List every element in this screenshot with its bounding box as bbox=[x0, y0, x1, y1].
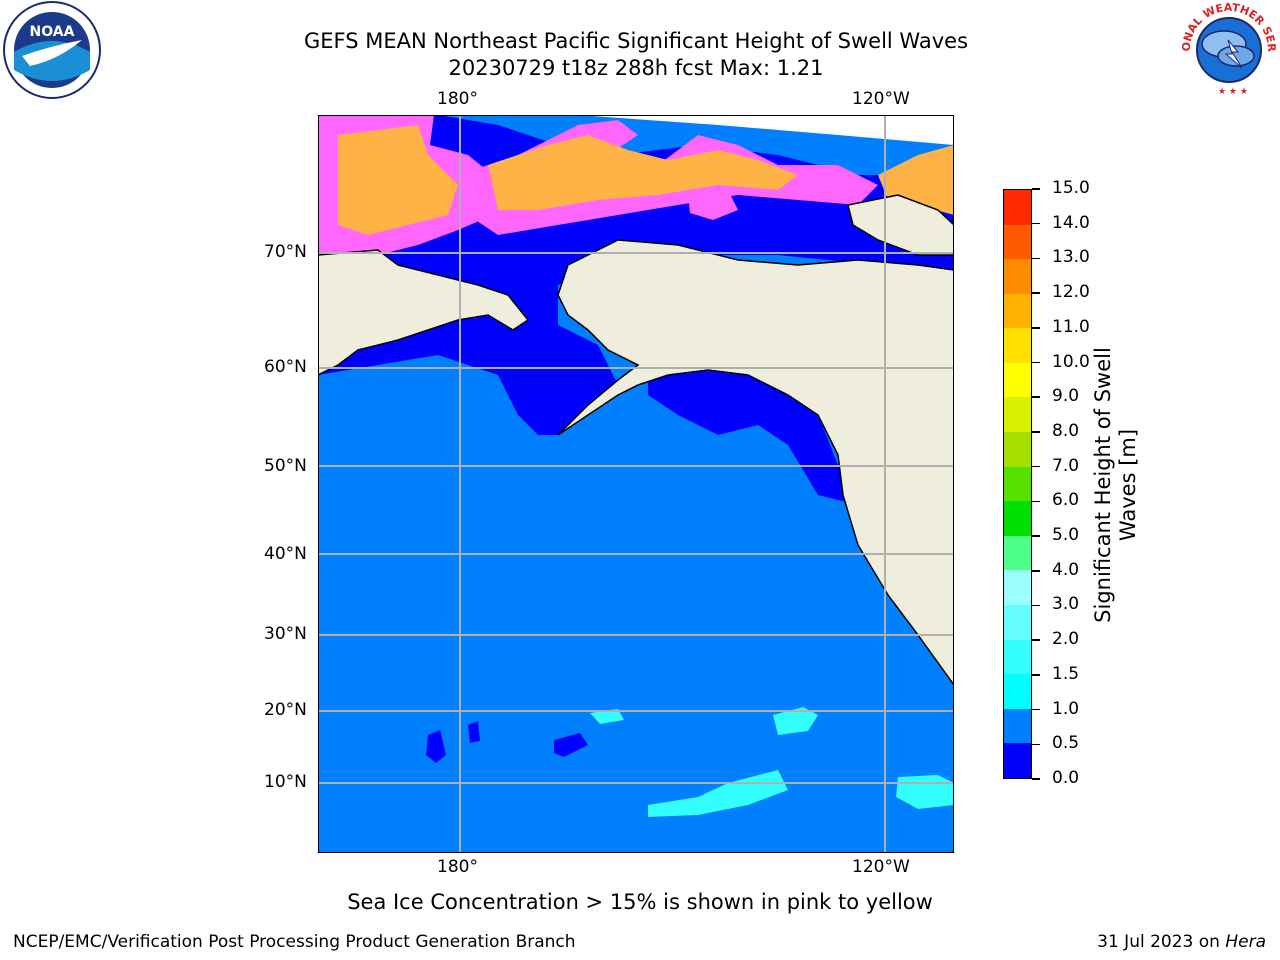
colorbar-tick-label: 11.0 bbox=[1052, 316, 1090, 337]
lat-label-20n: 20°N bbox=[264, 700, 307, 720]
colorbar-label-line-1: Significant Height of Swell bbox=[1091, 347, 1115, 623]
lat-label-70n: 70°N bbox=[264, 242, 307, 262]
colorbar-tick-mark bbox=[1032, 465, 1040, 468]
colorbar-label-line-2: Waves [m] bbox=[1116, 428, 1140, 542]
colorbar-tick-label: 1.5 bbox=[1052, 663, 1080, 684]
colorbar-tick-mark bbox=[1032, 778, 1040, 780]
colorbar-tick-mark bbox=[1032, 361, 1040, 364]
colorbar-tick-label: 9.0 bbox=[1052, 386, 1080, 407]
colorbar-tick-mark bbox=[1032, 292, 1040, 294]
colorbar-tick-mark bbox=[1032, 188, 1040, 190]
colorbar-segment bbox=[1004, 570, 1031, 606]
colorbar-tick-label: 8.0 bbox=[1052, 420, 1080, 441]
colorbar-tick-mark bbox=[1032, 396, 1040, 398]
colorbar-tick-mark bbox=[1032, 743, 1040, 746]
colorbar-tick-mark bbox=[1032, 431, 1040, 433]
svg-text:★ ★ ★: ★ ★ ★ bbox=[1218, 87, 1248, 97]
colorbar-segment bbox=[1004, 189, 1031, 225]
map-panel bbox=[318, 115, 954, 853]
colorbar-tick-label: 10.0 bbox=[1052, 351, 1090, 372]
colorbar-tick-label: 12.0 bbox=[1052, 282, 1090, 303]
lat-label-10n: 10°N bbox=[264, 772, 307, 792]
colorbar-tick-mark bbox=[1032, 639, 1040, 641]
colorbar-tick-mark bbox=[1032, 327, 1040, 329]
lat-label-30n: 30°N bbox=[264, 624, 307, 644]
colorbar-tick-label: 5.0 bbox=[1052, 525, 1080, 546]
colorbar-tick-mark bbox=[1032, 222, 1040, 225]
map-gridlines bbox=[318, 115, 954, 853]
colorbar-segment bbox=[1004, 743, 1031, 778]
colorbar-segment bbox=[1004, 362, 1031, 398]
colorbar-segment bbox=[1004, 501, 1031, 536]
lon-label-bottom-180: 180° bbox=[437, 857, 478, 877]
colorbar-segment bbox=[1004, 674, 1031, 709]
colorbar-tick-label: 0.0 bbox=[1052, 768, 1080, 788]
colorbar-segment bbox=[1004, 708, 1031, 744]
colorbar-segment bbox=[1004, 466, 1031, 502]
swell-patch-hawaii bbox=[590, 709, 624, 724]
colorbar-tick-mark bbox=[1032, 570, 1040, 572]
colorbar-tick-label: 15.0 bbox=[1052, 178, 1090, 198]
lon-label-bottom-120w: 120°W bbox=[852, 857, 910, 877]
colorbar-tick-label: 4.0 bbox=[1052, 559, 1080, 580]
colorbar-tick-mark bbox=[1032, 257, 1040, 260]
colorbar bbox=[1003, 189, 1032, 779]
colorbar-segment bbox=[1004, 535, 1031, 571]
colorbar-tick-label: 0.5 bbox=[1052, 733, 1080, 754]
colorbar-segment bbox=[1004, 432, 1031, 467]
colorbar-tick-mark bbox=[1032, 535, 1040, 537]
colorbar-tick-label: 14.0 bbox=[1052, 212, 1090, 233]
colorbar-tick-label: 13.0 bbox=[1052, 247, 1090, 268]
colorbar-tick-mark bbox=[1032, 674, 1040, 676]
title-line-2: 20230729 t18z 288h fcst Max: 1.21 bbox=[448, 56, 824, 80]
colorbar-segment bbox=[1004, 224, 1031, 260]
lat-label-50n: 50°N bbox=[264, 456, 307, 476]
sea-ice-note: Sea Ice Concentration > 15% is shown in … bbox=[347, 890, 933, 914]
footer-date: 31 Jul 2023 on Hera bbox=[1097, 932, 1266, 952]
colorbar-segment bbox=[1004, 605, 1031, 640]
lat-label-60n: 60°N bbox=[264, 357, 307, 377]
colorbar-tick-label: 3.0 bbox=[1052, 594, 1080, 615]
noaa-logo-text: NOAA bbox=[30, 24, 75, 40]
colorbar-tick-mark bbox=[1032, 708, 1040, 711]
colorbar-tick-mark bbox=[1032, 500, 1040, 503]
land-asia bbox=[318, 249, 530, 376]
lon-label-top-180: 180° bbox=[437, 89, 478, 109]
noaa-logo: NOAA bbox=[3, 1, 101, 99]
footer-date-text: 31 Jul 2023 on bbox=[1097, 932, 1220, 952]
colorbar-tick-mark bbox=[1032, 604, 1040, 607]
colorbar-segment bbox=[1004, 397, 1031, 433]
colorbar-tick-label: 1.0 bbox=[1052, 698, 1080, 719]
colorbar-tick-label: 2.0 bbox=[1052, 629, 1080, 650]
lon-label-top-120w: 120°W bbox=[852, 89, 910, 109]
colorbar-tick-label: 7.0 bbox=[1052, 455, 1080, 476]
colorbar-label: Significant Height of Swell Waves [m] bbox=[1091, 285, 1141, 685]
nws-logo: NATIONAL WEATHER SERVICE ★ ★ ★ bbox=[1178, 0, 1278, 97]
footer-branch: NCEP/EMC/Verification Post Processing Pr… bbox=[13, 932, 576, 952]
footer-host: Hera bbox=[1225, 932, 1266, 952]
colorbar-segment bbox=[1004, 293, 1031, 329]
colorbar-tick-label: 6.0 bbox=[1052, 490, 1080, 511]
land-alaska-canada bbox=[557, 239, 954, 687]
colorbar-segment bbox=[1004, 259, 1031, 294]
lat-label-40n: 40°N bbox=[264, 544, 307, 564]
colorbar-segment bbox=[1004, 328, 1031, 363]
title-line-1: GEFS MEAN Northeast Pacific Significant … bbox=[303, 29, 969, 53]
colorbar-segment bbox=[1004, 639, 1031, 675]
